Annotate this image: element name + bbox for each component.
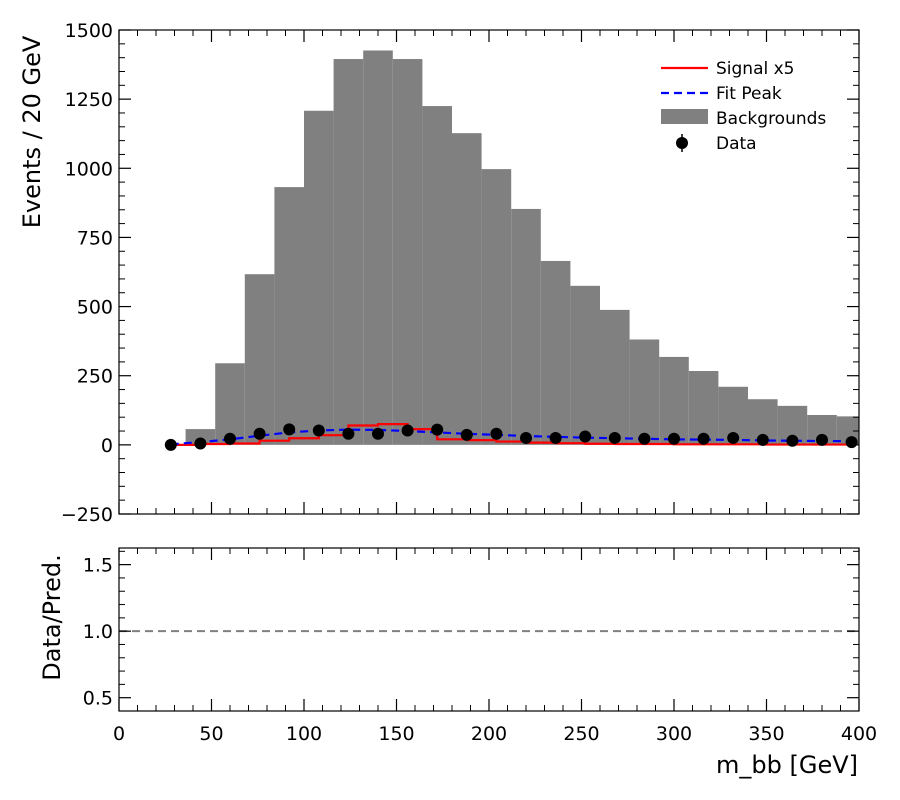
legend-background-label: Backgrounds	[716, 109, 826, 129]
legend-background-swatch	[661, 109, 708, 124]
main-y-tick-label: 0	[101, 435, 113, 457]
data-points	[164, 423, 858, 451]
background-bar	[215, 363, 245, 445]
background-bar	[629, 339, 660, 445]
background-bar	[363, 50, 393, 445]
legend: Signal x5 Fit Peak Backgrounds Data	[661, 59, 826, 154]
ratio-panel: 0.5 1.0 1.5 Data/Pred.	[38, 547, 860, 712]
data-point	[194, 437, 207, 450]
x-tick-label: 150	[378, 723, 414, 745]
main-y-tick-label: 500	[77, 297, 113, 319]
fit-peak-line	[170, 428, 852, 446]
data-point	[579, 430, 592, 443]
main-y-tick-label: 750	[77, 227, 113, 249]
x-tick-label: 100	[286, 723, 322, 745]
ratio-plot-frame	[118, 547, 860, 712]
data-point	[253, 427, 266, 440]
background-bar	[185, 429, 216, 445]
ratio-y-tick-label: 1.5	[83, 555, 113, 577]
data-point	[786, 434, 799, 447]
background-bar	[600, 309, 630, 445]
x-axis-title: m_bb [GeV]	[716, 751, 858, 779]
legend-fit-label: Fit Peak	[716, 84, 782, 104]
background-bar	[511, 208, 541, 445]
background-bar	[304, 110, 334, 445]
legend-data-marker	[676, 137, 688, 149]
legend-data-label: Data	[716, 134, 757, 154]
data-point	[608, 431, 621, 444]
data-point	[372, 427, 384, 440]
background-bar	[392, 59, 423, 445]
background-bar	[333, 59, 364, 445]
main-y-tick-label: 1250	[65, 89, 113, 111]
data-point	[224, 432, 236, 445]
data-point	[460, 428, 473, 441]
ratio-y-tick-label: 1.0	[83, 621, 113, 643]
data-point	[342, 427, 355, 440]
background-bar	[688, 371, 719, 445]
data-point	[490, 427, 503, 440]
main-y-axis-title: Events / 20 GeV	[18, 35, 46, 228]
main-tick-marks	[118, 29, 860, 515]
data-point	[283, 423, 296, 436]
x-tick-label: 200	[471, 723, 507, 745]
x-tick-label: 350	[748, 723, 784, 745]
ratio-tick-marks	[118, 548, 860, 712]
main-y-tick-label: 1500	[65, 20, 113, 42]
ratio-y-axis-title: Data/Pred.	[38, 554, 66, 680]
x-tick-label: 300	[656, 723, 692, 745]
ratio-y-tick-label: 0.5	[83, 688, 113, 710]
data-point	[668, 432, 680, 445]
x-tick-label: 50	[199, 723, 223, 745]
data-point	[520, 431, 532, 444]
data-point	[401, 424, 414, 437]
main-y-tick-label: −250	[61, 504, 113, 526]
background-bar	[422, 106, 452, 445]
x-tick-labels: 0 50 100 150 200 250 300 350 400	[113, 723, 877, 745]
background-histogram	[185, 50, 859, 445]
ratio-y-tick-labels: 0.5 1.0 1.5	[83, 555, 113, 710]
data-point	[845, 436, 858, 449]
main-y-tick-label: 1000	[65, 158, 113, 180]
background-bar	[452, 133, 482, 445]
background-bar	[244, 274, 275, 445]
data-point	[756, 433, 769, 446]
background-bar	[481, 169, 512, 445]
data-point	[727, 431, 740, 444]
background-bar	[659, 356, 689, 445]
x-tick-label: 250	[563, 723, 599, 745]
main-panel: −250 0 250 500 750 1000 1250 1500 Events / 20 G…	[18, 20, 860, 526]
data-point	[431, 423, 444, 436]
data-point	[549, 431, 562, 444]
background-bar	[274, 187, 304, 445]
data-point	[312, 424, 325, 437]
x-tick-label: 0	[113, 723, 125, 745]
x-tick-label: 400	[841, 723, 877, 745]
main-y-tick-label: 250	[77, 366, 113, 388]
background-bar	[540, 260, 571, 445]
legend-signal-label: Signal x5	[716, 59, 795, 79]
data-point	[164, 438, 177, 451]
data-point	[816, 433, 828, 446]
background-bar	[570, 285, 600, 445]
main-y-tick-labels: −250 0 250 500 750 1000 1250 1500	[61, 20, 113, 526]
data-point	[638, 432, 651, 445]
data-point	[697, 432, 710, 445]
